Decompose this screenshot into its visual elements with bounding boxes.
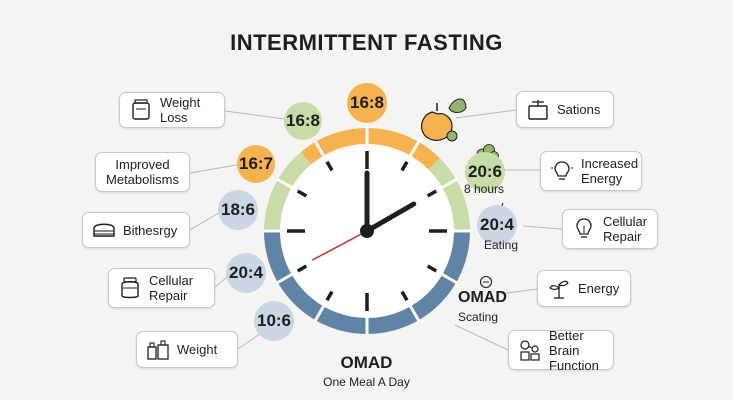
fasting-arc-green-left: [264, 152, 312, 232]
lightbulb-icon: [549, 158, 575, 184]
molecules-icon: [517, 337, 543, 363]
clock-ticks: [287, 151, 447, 311]
clock-tick: [426, 189, 438, 198]
benefit-card-cellular-repair-left: Cellular Repair: [108, 268, 215, 308]
benefit-label: Bithesrgy: [123, 222, 178, 238]
clock-center-pin: [360, 224, 374, 238]
plate-icon: [479, 275, 493, 289]
benefit-card-increased-energy: Increased Energy: [540, 151, 642, 191]
benefit-label: Cellular Repair: [603, 214, 648, 244]
jar-icon: [128, 97, 154, 123]
plant-icon: [546, 276, 572, 302]
benefit-label: Weight Loss: [160, 95, 201, 125]
hour-hand: [364, 201, 417, 234]
ring-gap: [440, 177, 458, 190]
ring-gap: [313, 304, 326, 322]
benefit-card-weight-loss: Weight Loss: [119, 92, 225, 128]
fasting-arc-green: [428, 158, 470, 232]
benefit-label: Increased Energy: [581, 156, 639, 186]
badge-left-3: 18:6: [218, 190, 258, 230]
benefit-label: Cellular Repair: [149, 273, 194, 303]
ring-gap: [408, 304, 421, 322]
clock-tick: [426, 264, 438, 273]
scale-icon: [525, 97, 551, 123]
clock-tick: [296, 189, 308, 198]
ring-gap: [276, 272, 294, 285]
benefit-card-sations: Sations: [516, 91, 614, 128]
badge-left-4: 20:4: [226, 253, 266, 293]
benefit-card-bithesrgy: Bithesrgy: [82, 212, 190, 248]
clock-tick: [325, 290, 334, 302]
badge-right-3: OMAD: [458, 289, 507, 306]
badge-right-1-sub: 8 hours: [464, 182, 505, 196]
ring-gap: [276, 177, 294, 190]
benefit-label: Weight: [177, 342, 218, 357]
ring-gap: [408, 140, 421, 158]
omad-label: OMAD: [340, 353, 393, 372]
clock-tick: [400, 160, 409, 172]
benefit-label: Sations: [557, 102, 601, 117]
omad-subtitle: One Meal A Day: [323, 375, 410, 389]
badge-left-5: 10:6: [254, 301, 294, 341]
benefit-card-better-brain-function: Better Brain Function: [508, 327, 614, 373]
badge-right-2-sub: Eating: [484, 238, 519, 252]
benefit-label: Improved Metabolisms: [106, 157, 179, 187]
ring-gap: [313, 140, 326, 158]
page-title: INTERMITTENT FASTING: [230, 30, 503, 55]
ring-segment-gaps: [263, 127, 471, 335]
badge-left-1: 16:8: [284, 102, 322, 140]
benefit-card-energy: Energy: [537, 270, 631, 307]
ring-gap: [440, 272, 458, 285]
clock-tick: [325, 160, 334, 172]
clock: [263, 127, 471, 335]
second-hand: [311, 230, 368, 261]
fasting-arc-orange: [300, 128, 440, 170]
clock-tick: [400, 290, 409, 302]
badge-right-1: 20:6: [465, 152, 505, 192]
badge-right-3-sub: Scating: [458, 310, 499, 324]
benefit-label: Energy: [578, 281, 620, 296]
badge-left-2: 16:7: [237, 145, 275, 183]
clock-tick: [296, 264, 308, 273]
badge-top: 16:8: [347, 83, 387, 123]
benefit-label: Better Brain Function: [549, 327, 599, 373]
badge-right-2: 20:4: [477, 205, 517, 245]
jar-icon: [117, 275, 143, 301]
benefit-card-improved-metabolisms: Improved Metabolisms: [95, 152, 190, 192]
bottles-icon: [145, 337, 171, 363]
benefit-card-weight: Weight: [136, 331, 238, 368]
bread-icon: [91, 217, 117, 243]
connector-lines: [189, 109, 563, 351]
stomach-icon: [421, 98, 467, 142]
lightbulb-icon: [571, 216, 597, 242]
benefit-card-cellular-repair-right: Cellular Repair: [562, 209, 658, 249]
